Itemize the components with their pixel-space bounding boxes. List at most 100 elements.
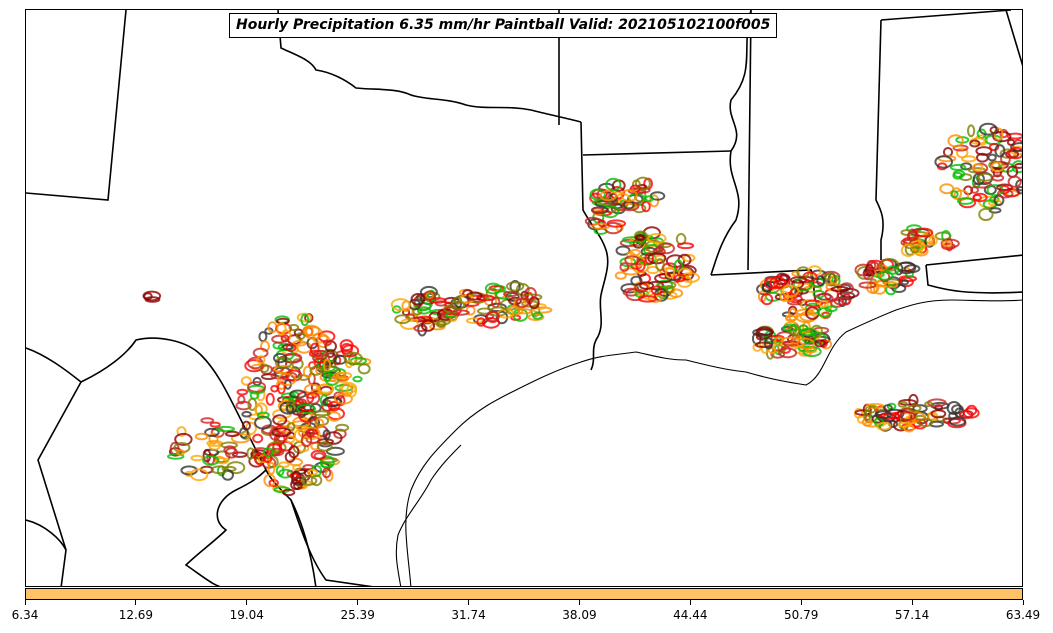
- precip-member-contour: [267, 461, 276, 475]
- precip-member-contour: [863, 270, 874, 281]
- precip-member-contour: [265, 392, 275, 406]
- colorbar-tick: [689, 600, 691, 605]
- mexico-state-boundary: [37, 381, 82, 586]
- precip-member-contour: [173, 442, 191, 454]
- precip-member-contour: [484, 282, 502, 295]
- precip-member-contour: [907, 404, 922, 413]
- colorbar-tick-label: 12.69: [118, 608, 154, 622]
- precipitation-plumes: [142, 122, 1022, 497]
- precip-member-contour: [792, 277, 813, 292]
- precip-member-contour: [308, 361, 317, 370]
- precip-member-contour: [144, 296, 161, 303]
- precip-member-contour: [969, 139, 981, 148]
- precip-member-contour: [309, 365, 323, 376]
- precip-member-contour: [208, 432, 219, 445]
- precip-member-contour: [321, 467, 332, 479]
- precip-member-contour: [677, 242, 695, 250]
- precip-member-contour: [289, 389, 307, 399]
- red-river-boundary: [277, 10, 582, 123]
- precip-member-contour: [665, 285, 674, 294]
- precip-member-contour: [466, 291, 483, 301]
- precip-member-contour: [327, 411, 341, 422]
- arkansas-louisiana-boundary: [582, 150, 732, 156]
- precip-member-contour: [816, 275, 826, 287]
- precip-member-contour: [271, 427, 292, 438]
- precip-member-contour: [288, 323, 300, 332]
- precip-member-contour: [897, 400, 908, 408]
- precip-member-contour: [285, 343, 297, 353]
- coastline: [395, 299, 1022, 586]
- alabama-georgia-boundary: [875, 19, 884, 260]
- precip-member-contour: [641, 200, 651, 213]
- precip-member-contour: [296, 403, 317, 415]
- precip-member-contour: [949, 163, 967, 171]
- colorbar-tick: [357, 600, 359, 605]
- precip-member-contour: [907, 411, 926, 423]
- precip-member-contour: [830, 285, 850, 293]
- precip-member-contour: [296, 312, 313, 323]
- precip-member-contour: [276, 322, 287, 336]
- precip-member-contour: [236, 388, 249, 396]
- colorbar-tick: [800, 600, 802, 605]
- precip-member-contour: [801, 321, 811, 334]
- precip-member-contour: [252, 433, 264, 444]
- precip-member-contour: [924, 401, 934, 408]
- precip-member-contour: [962, 407, 980, 419]
- precip-member-contour: [637, 295, 658, 303]
- precip-member-contour: [863, 409, 872, 422]
- precip-member-contour: [274, 356, 293, 369]
- precip-member-contour: [515, 297, 530, 308]
- precip-member-contour: [785, 314, 797, 322]
- precip-member-contour: [945, 238, 954, 252]
- precip-member-contour: [634, 176, 651, 191]
- precip-member-contour: [305, 428, 315, 438]
- precip-member-contour: [957, 197, 974, 205]
- precip-member-contour: [190, 454, 204, 462]
- precip-member-contour: [795, 288, 809, 295]
- precip-member-contour: [532, 306, 553, 314]
- precip-member-contour: [967, 124, 976, 138]
- precip-member-contour: [256, 388, 266, 402]
- precip-member-contour: [237, 394, 246, 405]
- new-mexico-boundary: [26, 10, 127, 201]
- precip-member-contour: [413, 324, 428, 333]
- precip-member-contour: [900, 279, 909, 286]
- precip-member-contour: [517, 308, 533, 315]
- precip-member-contour: [949, 416, 967, 427]
- precip-member-contour: [819, 338, 828, 348]
- precip-member-contour: [256, 355, 266, 365]
- precip-member-contour: [614, 271, 627, 280]
- precip-member-contour: [833, 296, 851, 306]
- precip-member-contour: [240, 376, 252, 386]
- precip-member-contour: [605, 177, 622, 192]
- precip-member-contour: [271, 334, 288, 344]
- precip-member-contour: [991, 174, 1005, 182]
- precip-member-contour: [630, 275, 643, 286]
- precip-member-contour: [650, 285, 663, 296]
- precip-member-contour: [296, 405, 307, 418]
- sabine-boundary: [580, 121, 609, 371]
- precip-member-contour: [202, 455, 220, 466]
- precip-member-contour: [293, 481, 303, 491]
- precip-member-contour: [322, 339, 332, 346]
- precip-member-contour: [343, 351, 363, 365]
- precip-member-contour: [978, 122, 998, 136]
- colorbar: [25, 588, 1023, 600]
- state-boundaries: [26, 10, 1022, 586]
- precip-member-contour: [798, 324, 809, 332]
- precip-member-contour: [970, 186, 979, 194]
- precip-member-contour: [524, 287, 537, 301]
- colorbar-tick-label: 63.49: [1005, 608, 1041, 622]
- precip-member-contour: [1014, 162, 1022, 169]
- precip-member-contour: [763, 276, 779, 290]
- precip-member-contour: [900, 243, 917, 258]
- precip-member-contour: [200, 417, 215, 424]
- precip-member-contour: [176, 426, 187, 437]
- precip-member-contour: [818, 300, 829, 308]
- precip-member-contour: [823, 272, 832, 281]
- precip-member-contour: [914, 227, 934, 238]
- precip-member-contour: [340, 343, 354, 355]
- florida-panhandle: [925, 264, 1022, 294]
- precip-member-contour: [302, 365, 313, 378]
- precip-member-contour: [286, 422, 296, 432]
